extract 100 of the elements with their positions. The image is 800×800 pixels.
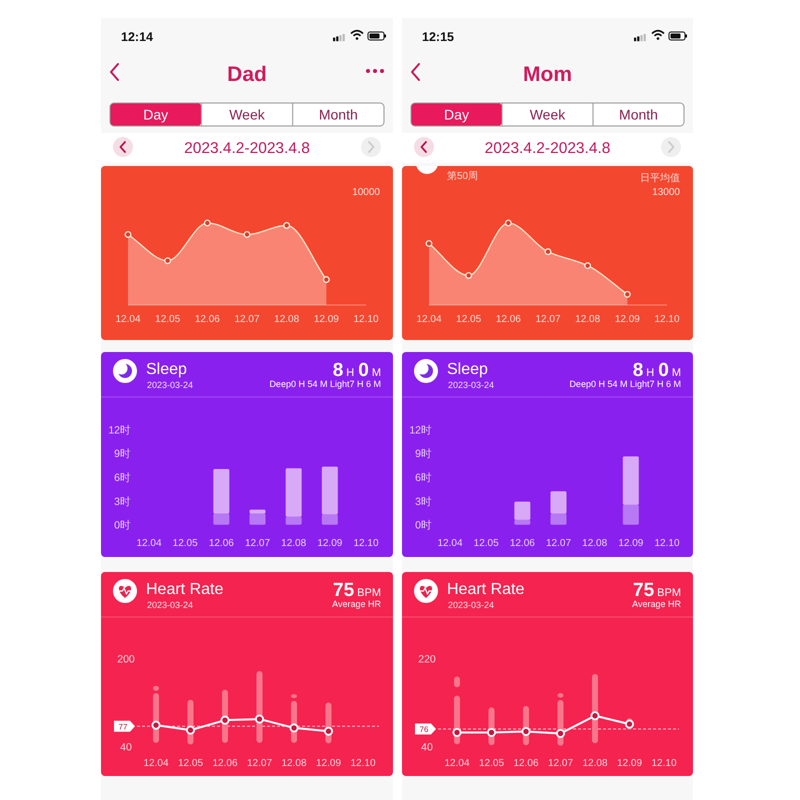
y-tick-label: 3时 bbox=[114, 494, 131, 508]
x-tick-label: 12.05 bbox=[178, 758, 204, 769]
point bbox=[186, 726, 195, 735]
x-tick-label: 12.10 bbox=[350, 758, 376, 769]
x-tick-label: 12.09 bbox=[616, 758, 642, 769]
bar bbox=[622, 456, 639, 505]
text: 75 bbox=[333, 580, 355, 601]
text: 12:15 bbox=[422, 30, 454, 44]
x-tick-label: 12.07 bbox=[246, 758, 272, 769]
text: Average HR bbox=[632, 599, 682, 609]
bar bbox=[550, 514, 566, 525]
x-tick-label: 12.05 bbox=[155, 314, 181, 325]
text: 12:14 bbox=[121, 30, 154, 44]
chart-title: Sleep bbox=[447, 361, 488, 378]
text: Month bbox=[619, 106, 658, 122]
point bbox=[220, 716, 230, 725]
text: 0 bbox=[658, 360, 669, 381]
x-tick-label: 12.07 bbox=[244, 538, 270, 549]
y-tick-label: 40 bbox=[120, 742, 132, 754]
text: 日平均值 bbox=[640, 172, 680, 184]
text: 13000 bbox=[652, 187, 680, 198]
x-tick-label: 12.08 bbox=[582, 538, 608, 549]
bar bbox=[286, 516, 302, 525]
point bbox=[255, 714, 264, 724]
y-tick-label: 220 bbox=[418, 653, 436, 666]
text: 8 bbox=[632, 360, 644, 381]
point bbox=[152, 720, 160, 730]
text: H bbox=[346, 367, 354, 379]
x-tick-label: 12.08 bbox=[582, 758, 608, 769]
x-tick-label: 12.09 bbox=[618, 538, 644, 549]
text: 2023.4.2-2023.4.8 bbox=[184, 140, 310, 157]
y-tick-label: 0时 bbox=[114, 518, 131, 532]
x-tick-label: 12.10 bbox=[353, 538, 379, 549]
point bbox=[324, 726, 333, 736]
x-tick-label: 12.04 bbox=[143, 758, 169, 769]
text: 0 bbox=[358, 360, 369, 381]
y-tick-label: 9时 bbox=[415, 447, 432, 460]
ref-line-label: 77 bbox=[118, 722, 128, 732]
y-tick-label: 6时 bbox=[114, 471, 131, 484]
text: BPM bbox=[357, 587, 381, 599]
x-tick-label: 12.05 bbox=[456, 314, 482, 325]
x-tick-label: 12.04 bbox=[416, 314, 442, 325]
x-tick-label: 12.07 bbox=[548, 758, 574, 769]
bar bbox=[622, 504, 639, 525]
chart-subtitle: 2023-03-24 bbox=[448, 380, 494, 390]
x-tick-label: 12.05 bbox=[172, 538, 198, 549]
x-tick-label: 12.09 bbox=[317, 538, 343, 549]
text: Week bbox=[229, 106, 266, 122]
bar bbox=[213, 469, 230, 514]
x-tick-label: 12.05 bbox=[478, 758, 504, 769]
text: Day bbox=[444, 106, 469, 122]
y-tick-label: 9时 bbox=[114, 447, 131, 460]
bar bbox=[550, 491, 566, 514]
chart-subtitle: 2023-03-24 bbox=[448, 600, 494, 610]
x-tick-label: 12.08 bbox=[575, 314, 601, 325]
x-tick-label: 12.08 bbox=[281, 538, 307, 549]
chart-subtitle: 2023-03-24 bbox=[147, 600, 194, 610]
text: Deep0 H 54 M Light7 H 6 M bbox=[569, 379, 681, 389]
x-tick-label: 12.10 bbox=[353, 314, 379, 325]
y-tick-label: 40 bbox=[421, 742, 433, 754]
text: H bbox=[646, 367, 654, 379]
y-tick-label: 12时 bbox=[409, 423, 432, 436]
x-tick-label: 12.08 bbox=[281, 758, 307, 769]
bar bbox=[514, 520, 530, 525]
y-tick-label: 3时 bbox=[415, 494, 432, 508]
point bbox=[590, 711, 600, 720]
x-tick-label: 12.10 bbox=[651, 758, 677, 769]
text: 8 bbox=[332, 360, 344, 381]
text: 2023.4.2-2023.4.8 bbox=[484, 140, 610, 157]
chart-title: Heart Rate bbox=[447, 581, 524, 598]
x-tick-label: 12.10 bbox=[654, 538, 680, 549]
text: 10000 bbox=[352, 187, 380, 198]
x-tick-label: 12.06 bbox=[496, 314, 522, 325]
y-tick-label: 0时 bbox=[415, 518, 432, 532]
point bbox=[290, 723, 298, 732]
point bbox=[452, 728, 462, 737]
text: M bbox=[672, 367, 681, 379]
x-tick-label: 12.04 bbox=[444, 758, 470, 769]
text: Deep0 H 54 M Light7 H 6 M bbox=[269, 379, 381, 389]
y-tick-label: 6时 bbox=[415, 471, 432, 484]
x-tick-label: 12.07 bbox=[234, 314, 260, 325]
bar bbox=[250, 510, 266, 514]
point bbox=[522, 726, 530, 736]
x-tick-label: 12.06 bbox=[212, 758, 238, 769]
x-tick-label: 12.06 bbox=[513, 758, 539, 769]
bar bbox=[286, 468, 302, 517]
x-tick-label: 12.07 bbox=[535, 314, 561, 325]
text: Month bbox=[318, 106, 358, 122]
text: 75 bbox=[633, 580, 655, 601]
point bbox=[556, 728, 565, 738]
chart-title: Sleep bbox=[146, 361, 188, 378]
text: 第50周 bbox=[447, 170, 478, 182]
x-tick-label: 12.09 bbox=[614, 314, 640, 325]
x-tick-label: 12.04 bbox=[115, 314, 141, 325]
chart-title: Heart Rate bbox=[146, 581, 224, 598]
x-tick-label: 12.07 bbox=[546, 538, 572, 549]
bar bbox=[322, 466, 338, 514]
bar bbox=[250, 514, 266, 525]
text: Dad bbox=[227, 63, 267, 86]
x-tick-label: 12.09 bbox=[314, 314, 340, 325]
